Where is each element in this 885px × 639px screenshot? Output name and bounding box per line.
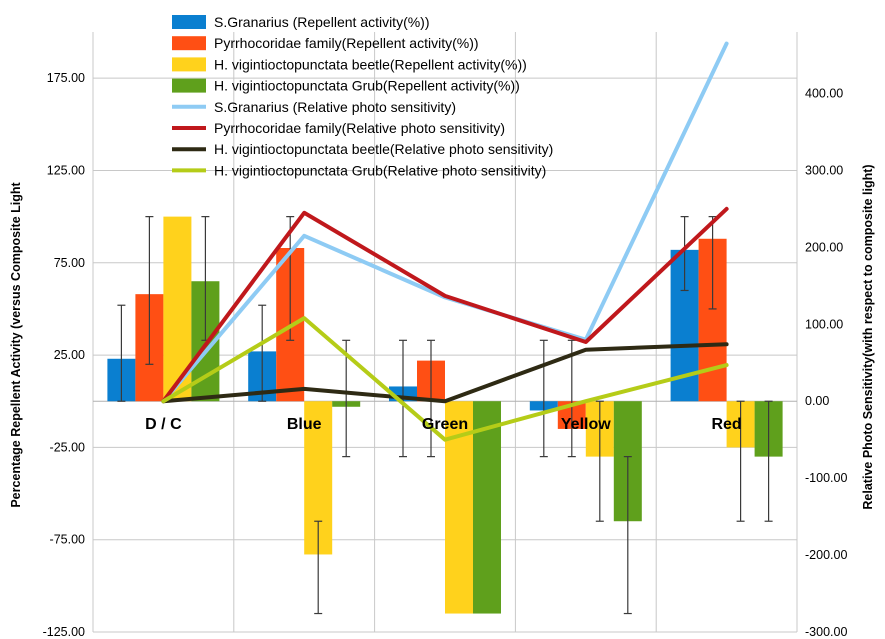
bar-series [107, 216, 783, 614]
y2-tick-label: -100.00 [805, 471, 847, 485]
y-tick-label: 75.00 [54, 256, 85, 270]
legend-swatch [172, 57, 206, 72]
legend-label: H. vigintioctopunctata Grub(Repellent ac… [214, 78, 520, 94]
legend-label: H. vigintioctopunctata beetle(Relative p… [214, 141, 553, 157]
legend-label: S.Granarius (Relative photo sensitivity) [214, 99, 456, 115]
category-label: Green [422, 416, 468, 433]
y2-tick-label: 0.00 [805, 394, 829, 408]
series-line [161, 316, 729, 442]
line-series [161, 41, 729, 442]
y-tick-label: -75.00 [50, 533, 85, 547]
legend-label: S.Granarius (Repellent activity(%)) [214, 14, 430, 30]
bar [473, 401, 501, 614]
y-tick-label: -125.00 [43, 625, 85, 639]
y-tick-label: 125.00 [47, 163, 85, 177]
legend: S.Granarius (Repellent activity(%)) Pyrrh… [172, 14, 553, 178]
legend-label: H. vigintioctopunctata Grub(Relative pho… [214, 162, 546, 178]
legend-swatch [172, 78, 206, 93]
legend-swatch [172, 15, 206, 29]
category-label: Red [711, 416, 741, 433]
y2-tick-label: 300.00 [805, 163, 843, 177]
y-tick-label: 175.00 [47, 71, 85, 85]
legend-label: H. vigintioctopunctata beetle(Repellent … [214, 56, 527, 72]
category-labels: D / C Blue Green Yellow Red [145, 416, 742, 433]
axis-ticks: 175.00 125.00 75.00 25.00 -25.00 -75.00 -125.0… [43, 71, 848, 639]
y2-tick-label: 200.00 [805, 240, 843, 254]
y2-tick-label: 400.00 [805, 87, 843, 101]
y-tick-label: 25.00 [54, 348, 85, 362]
error-bars [117, 216, 773, 615]
category-label: Blue [287, 416, 322, 433]
y2-tick-label: -200.00 [805, 548, 847, 562]
y2-axis-label: Relative Photo Sensitivity(with respect … [861, 164, 875, 509]
legend-label: Pyrrhocoridae family(Repellent activity(… [214, 35, 479, 51]
series-line [161, 342, 729, 404]
category-label: D / C [145, 416, 182, 433]
category-label: Yellow [561, 416, 611, 433]
legend-swatch [172, 36, 206, 51]
y2-tick-label: -300.00 [805, 625, 847, 639]
y-tick-label: -25.00 [50, 440, 85, 454]
y2-tick-label: 100.00 [805, 317, 843, 331]
y-axis-label: Percentage Repellent Activity (versus Co… [9, 182, 23, 508]
legend-label: Pyrrhocoridae family(Relative photo sens… [214, 120, 505, 136]
series-line [161, 206, 729, 404]
